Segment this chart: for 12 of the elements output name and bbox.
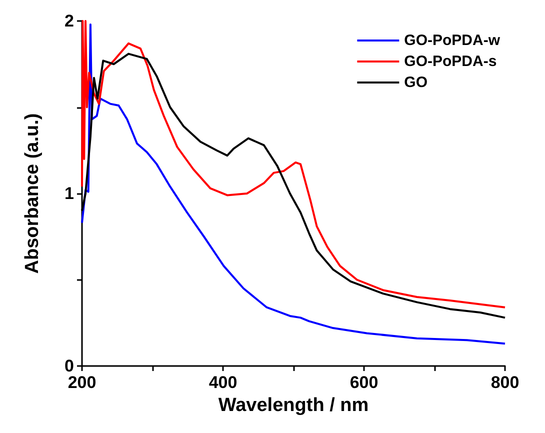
legend-label: GO-PoPDA-s [404, 53, 497, 70]
x-tick-label: 800 [490, 373, 520, 392]
y-axis-title: Absorbance (a.u.) [22, 113, 43, 274]
y-tick-label: 1 [64, 184, 74, 203]
legend-label: GO-PoPDA-w [404, 32, 500, 49]
x-tick-label: 200 [68, 373, 96, 392]
y-tick-label: 2 [64, 12, 74, 30]
y-tick-label: 0 [64, 356, 74, 376]
x-axis-title: Wavelength / nm [218, 394, 369, 416]
legend-label: GO [404, 74, 428, 91]
x-tick-label: 600 [350, 373, 378, 392]
x-tick-label: 400 [208, 373, 238, 392]
